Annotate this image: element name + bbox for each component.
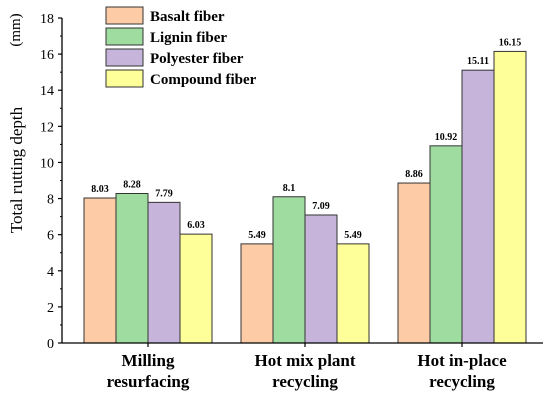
bar-value-label: 5.49 [248, 230, 266, 241]
y-axis-unit-label: (mm) [8, 13, 24, 46]
legend-label: Lignin fiber [150, 30, 227, 46]
value-labels-group: 8.03 5.49 8.86 8.28 8.1 10.92 7.79 7.09 15.11 6.0… [91, 37, 521, 240]
x-category-label: Milling [122, 351, 175, 370]
bar-lignin-fiber-0 [115, 193, 149, 344]
legend-label: Compound fiber [150, 72, 257, 88]
bar-basalt-fiber-2 [397, 182, 431, 344]
y-tick-label: 16 [40, 48, 54, 63]
bar-compound-fiber-1 [336, 243, 370, 344]
bar-value-label: 16.15 [499, 37, 522, 48]
y-tick-label: 4 [47, 265, 54, 280]
x-category-label: recycling [272, 372, 338, 391]
bar-value-label: 5.49 [344, 230, 362, 241]
legend-label: Basalt fiber [150, 9, 225, 25]
bar-value-label: 6.03 [187, 220, 205, 231]
bar-compound-fiber-2 [493, 50, 527, 344]
bar-value-label: 7.09 [312, 201, 330, 212]
y-tick-label: 18 [40, 12, 54, 27]
legend-swatch [105, 69, 144, 88]
y-tick-label: 0 [47, 337, 54, 352]
legend-swatch [105, 6, 144, 25]
bar-value-label: 8.03 [91, 184, 109, 195]
axes-group: 0 2 4 6 8 10 12 14 16 18 Milling resurfacing Hot mix… [40, 12, 543, 391]
y-tick-label: 12 [40, 120, 54, 135]
y-axis-label: Total rutting depth [7, 106, 26, 233]
bars-group [83, 50, 527, 344]
bar-lignin-fiber-2 [429, 145, 463, 344]
bar-value-label: 8.86 [405, 169, 423, 180]
bar-value-label: 7.79 [155, 188, 173, 199]
x-category-label: resurfacing [107, 372, 190, 391]
bar-polyester-fiber-1 [304, 214, 338, 344]
legend: Basalt fiber Lignin fiber Polyester fiber C… [105, 6, 257, 88]
legend-swatch [105, 27, 144, 46]
bar-value-label: 8.28 [123, 180, 141, 191]
legend-label: Polyester fiber [150, 51, 244, 67]
y-tick-label: 14 [40, 84, 54, 99]
y-tick-label: 8 [47, 193, 54, 208]
x-category-label: recycling [429, 372, 495, 391]
bar-value-label: 8.1 [283, 183, 296, 194]
bar-value-label: 15.11 [467, 56, 489, 67]
bar-basalt-fiber-1 [240, 243, 274, 344]
bar-basalt-fiber-0 [83, 197, 117, 344]
x-category-label: Hot mix plant [254, 351, 355, 370]
y-tick-label: 2 [47, 301, 54, 316]
legend-swatch [105, 48, 144, 67]
bar-compound-fiber-0 [179, 233, 213, 344]
bar-value-label: 10.92 [435, 132, 458, 143]
y-tick-label: 6 [47, 229, 54, 244]
x-category-label: Hot in-place [417, 351, 507, 370]
bar-lignin-fiber-1 [272, 196, 306, 344]
bar-polyester-fiber-2 [461, 69, 495, 344]
bar-polyester-fiber-0 [147, 201, 181, 344]
y-tick-label: 10 [40, 156, 54, 171]
